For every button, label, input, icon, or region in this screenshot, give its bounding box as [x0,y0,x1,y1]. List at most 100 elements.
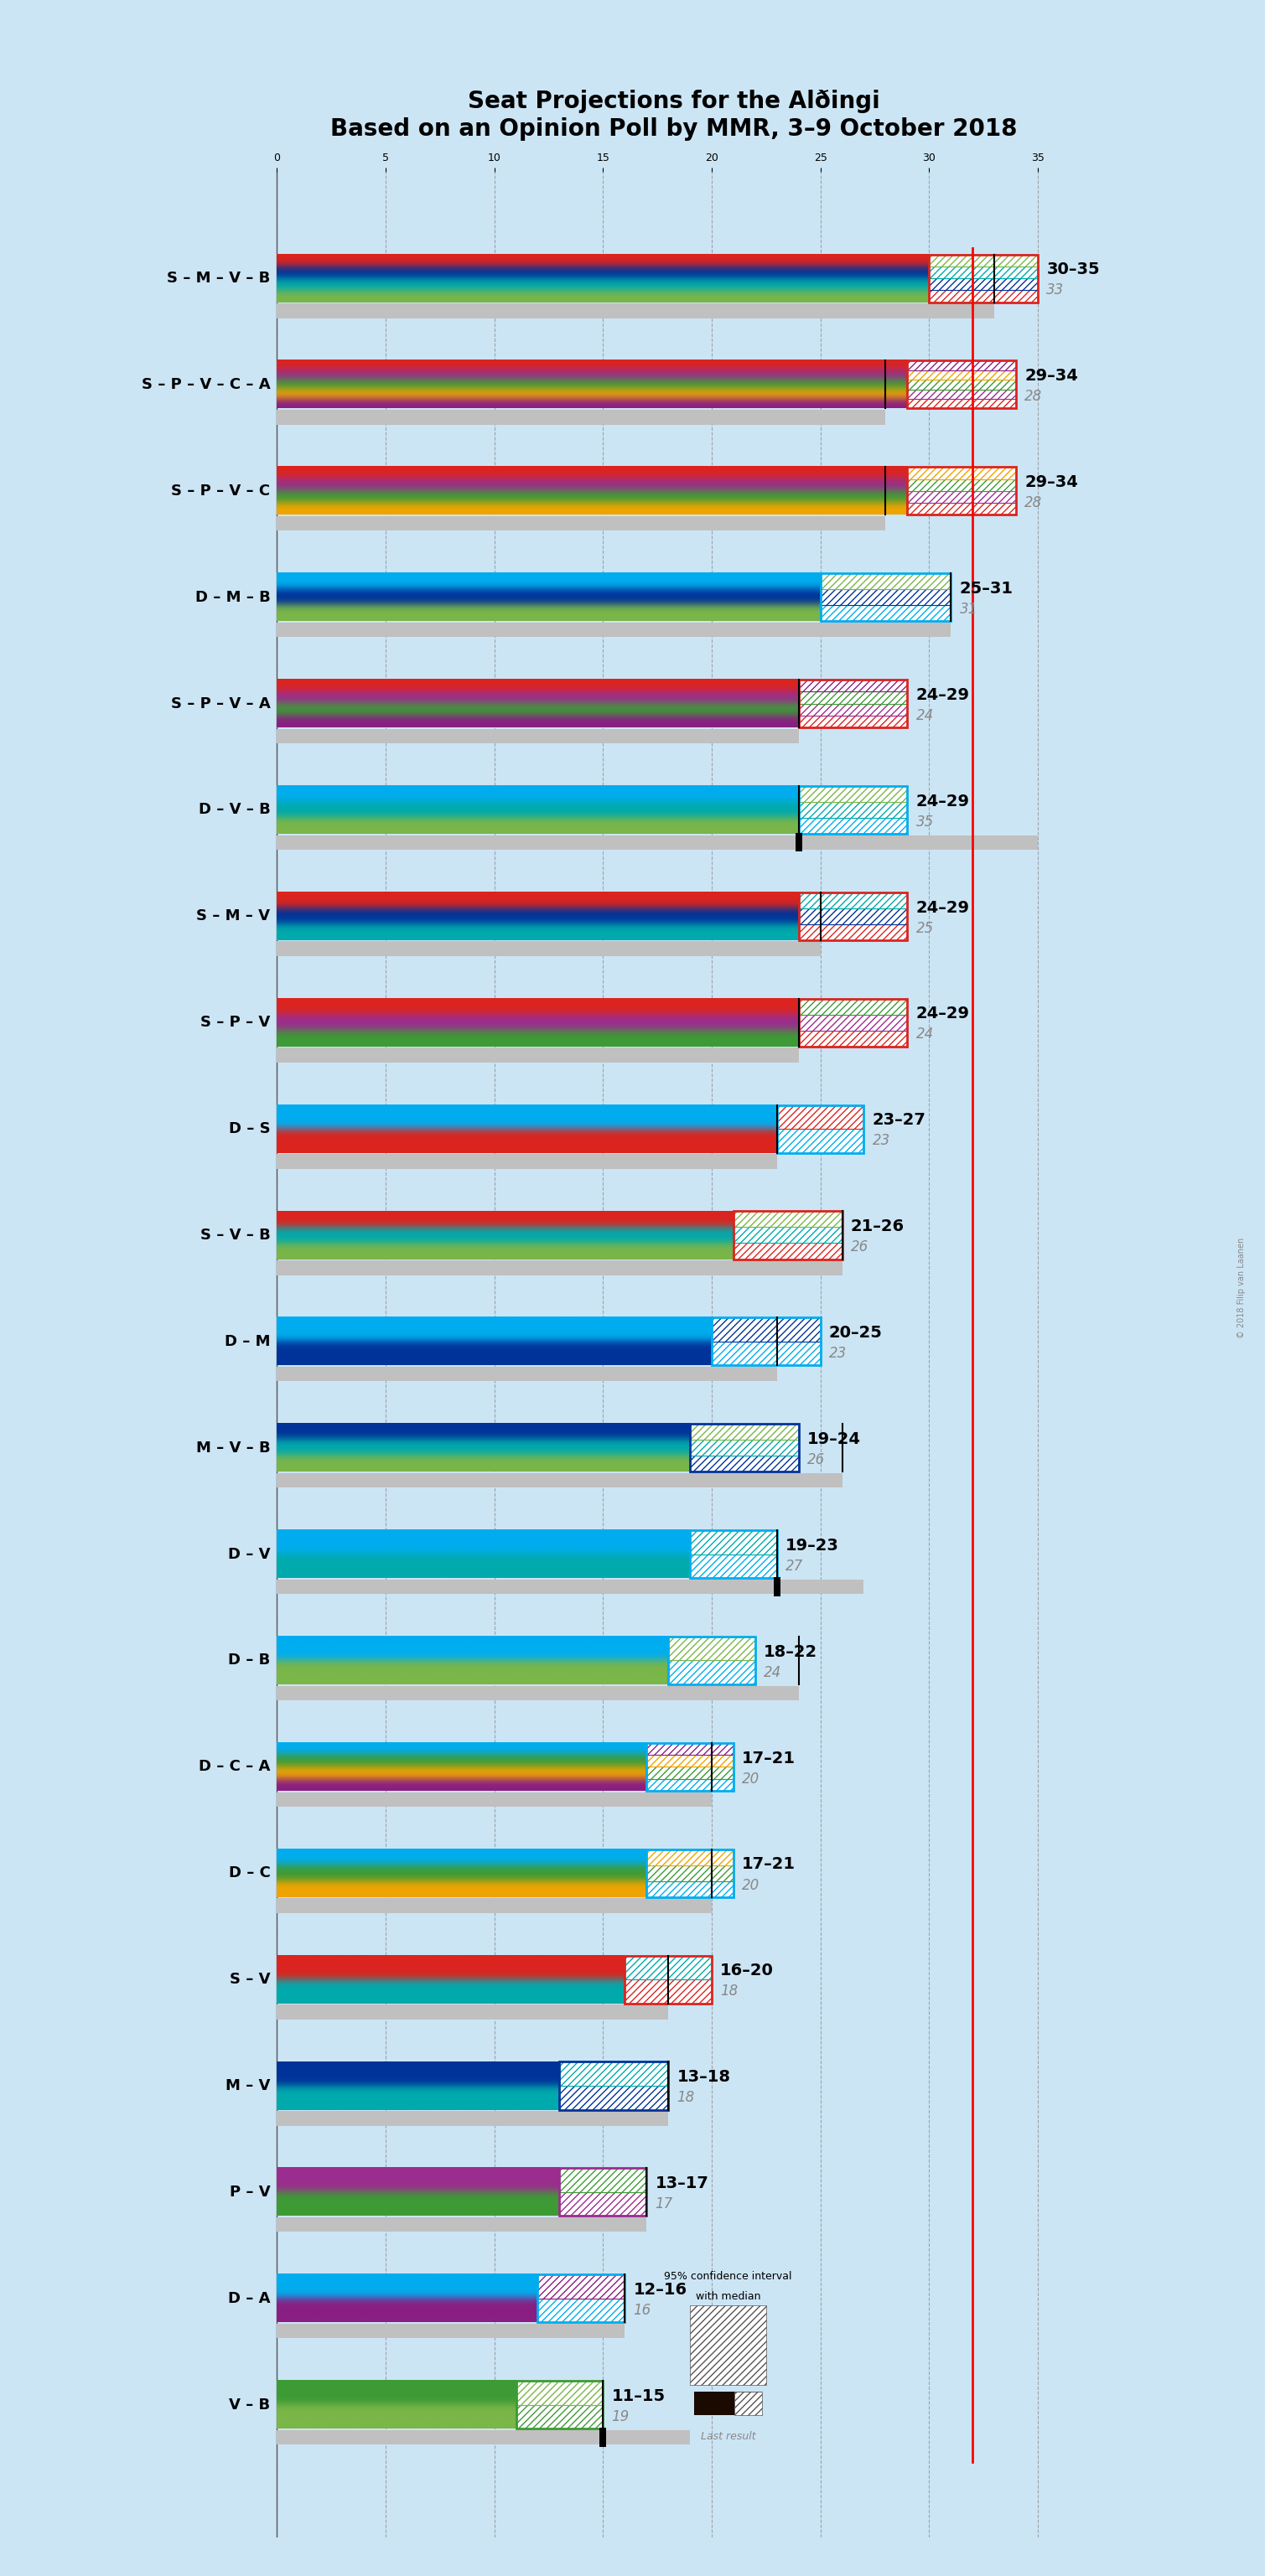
Bar [689,2306,767,2385]
Text: 20: 20 [743,1878,760,1893]
Text: 35: 35 [916,814,934,829]
Bar [929,255,1037,301]
Bar [712,1342,821,1365]
Text: D – M – B: D – M – B [195,590,271,605]
Bar [798,891,907,909]
Text: 16–20: 16–20 [720,1963,774,1978]
Bar [798,786,907,835]
Bar [907,371,1016,379]
Bar [516,2406,603,2429]
Bar [907,466,1016,515]
Text: S – V: S – V [230,1971,271,1986]
Text: Last result: Last result [701,2432,755,2442]
Bar [907,399,1016,410]
Bar [821,574,951,590]
Text: D – V: D – V [228,1546,271,1561]
Title: Seat Projections for the Alðingi
Based on an Opinion Poll by MMR, 3–9 October 20: Seat Projections for the Alðingi Based o… [330,90,1017,142]
Text: P – V: P – V [229,2184,271,2200]
Bar [559,2169,646,2192]
Bar [689,1553,777,1579]
Bar [646,1767,734,1780]
Bar [277,410,886,425]
Bar [516,2380,603,2429]
Bar [777,1105,864,1128]
Text: 21–26: 21–26 [851,1218,904,1234]
Bar [798,801,907,817]
Bar [277,1899,712,1914]
Bar [734,1211,842,1260]
Bar [668,1636,755,1685]
Bar [689,1455,798,1471]
Text: 23–27: 23–27 [873,1113,926,1128]
Text: 18: 18 [720,1984,739,1999]
Text: 17–21: 17–21 [743,1749,796,1767]
Text: 27: 27 [786,1558,803,1574]
Text: 17–21: 17–21 [743,1857,796,1873]
Bar [277,1048,798,1061]
Bar [798,1030,907,1046]
Bar [821,574,951,590]
Bar [774,1577,781,1597]
Text: 20: 20 [743,1772,760,1785]
Bar [929,265,1037,278]
Bar [689,1530,777,1553]
Bar [907,389,1016,399]
Bar [538,2275,625,2298]
Text: 24–29: 24–29 [916,899,970,914]
Bar [559,2169,646,2192]
Bar [798,909,907,925]
Text: 30–35: 30–35 [1046,263,1099,278]
Text: 29–34: 29–34 [1025,368,1078,384]
Bar [907,379,1016,389]
Text: S – M – V: S – M – V [196,909,271,925]
Bar [559,2061,668,2110]
Bar [277,2429,689,2445]
Bar [734,1226,842,1244]
Bar [694,2391,762,2414]
Bar [929,291,1037,301]
Bar [646,1850,734,1865]
Bar [734,1244,842,1260]
Bar [538,2298,625,2324]
Bar [798,925,907,940]
Text: 23: 23 [829,1345,846,1360]
Bar [929,265,1037,278]
Bar [734,1211,842,1226]
Bar [929,291,1037,301]
Bar [798,680,907,690]
Bar [277,1260,842,1275]
Text: S – P – V – C – A: S – P – V – C – A [142,376,271,392]
Text: 24: 24 [916,1028,934,1043]
Bar [277,1154,777,1170]
Bar [798,1015,907,1030]
Bar [668,1636,755,1662]
Text: M – V: M – V [225,2079,271,2094]
Bar [798,999,907,1015]
Text: © 2018 Filip van Laanen: © 2018 Filip van Laanen [1237,1236,1246,1340]
Bar [516,2406,603,2429]
Bar [734,1244,842,1260]
Bar [712,1316,821,1342]
Text: M – V – B: M – V – B [196,1440,271,1455]
Bar [798,786,907,801]
Bar [689,1530,777,1579]
Text: with median: with median [696,2290,760,2303]
Bar [821,605,951,621]
Bar [277,729,798,744]
Text: 12–16: 12–16 [634,2282,687,2298]
Bar [559,2061,668,2087]
Bar [907,361,1016,410]
Text: S – P – V – C: S – P – V – C [171,484,271,497]
Bar [798,690,907,703]
Bar [798,925,907,940]
Bar [277,835,1037,850]
Bar [625,1955,712,2004]
Bar [646,1780,734,1790]
Text: 17: 17 [655,2197,673,2213]
Text: 11–15: 11–15 [612,2388,665,2403]
Bar [689,1553,777,1579]
Bar [777,1105,864,1154]
Bar [798,891,907,940]
Text: 18–22: 18–22 [764,1643,817,1659]
Bar [907,361,1016,371]
